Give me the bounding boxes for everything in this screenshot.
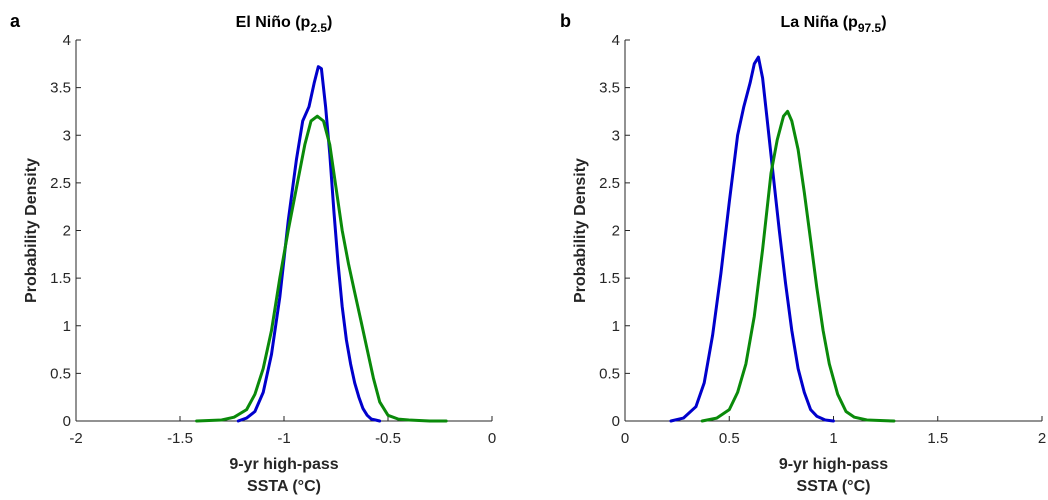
x-tick-label: -0.5	[375, 430, 401, 447]
x-axis-label-line1: 9-yr high-pass	[779, 456, 888, 473]
x-tick-label: -1	[277, 430, 290, 447]
y-axis-label: Probability Density	[23, 158, 40, 303]
y-tick-label: 0	[612, 413, 620, 430]
chart-title-close: )	[881, 14, 886, 31]
y-tick-label: 1.5	[599, 270, 620, 287]
density-curve-blue	[236, 65, 382, 423]
y-tick-label: 2	[612, 223, 620, 240]
chart-title-close: )	[327, 14, 332, 31]
chart-title: El Niño (p2.5)	[236, 14, 333, 35]
y-tick-label: 1	[63, 318, 71, 335]
y-tick-label: 0	[63, 413, 71, 430]
chart-title: La Niña (p97.5)	[780, 14, 886, 35]
x-tick-label: 0	[488, 430, 496, 447]
y-tick-label: 0.5	[599, 365, 620, 382]
y-tick-label: 3.5	[50, 80, 71, 97]
y-tick-label: 0.5	[50, 365, 71, 382]
density-curve-green	[195, 114, 448, 423]
chart-title-subscript: 97.5	[858, 21, 882, 35]
x-tick-label: 2	[1038, 430, 1046, 447]
panel-label: a	[10, 11, 21, 31]
x-tick-label: 0	[621, 430, 629, 447]
chart-title-main: El Niño (p	[236, 14, 311, 31]
y-tick-label: 1	[612, 318, 620, 335]
density-curve-green	[700, 109, 896, 423]
x-tick-label: 0.5	[719, 430, 740, 447]
y-tick-label: 2.5	[599, 175, 620, 192]
x-tick-label: -2	[69, 430, 82, 447]
chart-title-subscript: 2.5	[310, 21, 327, 35]
x-axis-label-line2: SSTA (°C)	[797, 478, 871, 495]
chart-title-main: La Niña (p	[780, 14, 858, 31]
y-axis-label: Probability Density	[572, 158, 589, 303]
y-tick-label: 4	[63, 32, 71, 49]
x-tick-label: 1	[829, 430, 837, 447]
y-tick-label: 2.5	[50, 175, 71, 192]
x-axis-label-line2: SSTA (°C)	[247, 478, 321, 495]
x-tick-label: 1.5	[927, 430, 948, 447]
x-tick-label: -1.5	[167, 430, 193, 447]
y-tick-label: 4	[612, 32, 620, 49]
density-curve-blue	[669, 55, 835, 423]
y-tick-label: 3	[612, 127, 620, 144]
panel-b-la-nina: 0 0.5 1 1.5 2 2.5 3 3.5 4 0 0.5 1 1.5 2 La Niña (p97.5…	[560, 11, 1046, 495]
panel-label: b	[560, 11, 571, 31]
y-tick-label: 3	[63, 127, 71, 144]
x-axis-label-line1: 9-yr high-pass	[229, 456, 338, 473]
y-tick-label: 2	[63, 223, 71, 240]
y-tick-label: 1.5	[50, 270, 71, 287]
panel-a-el-nino: 0 0.5 1 1.5 2 2.5 3 3.5 4 -2 -1.5 -1 -0.5 0 El Niño (p…	[10, 11, 496, 495]
y-tick-label: 3.5	[599, 80, 620, 97]
